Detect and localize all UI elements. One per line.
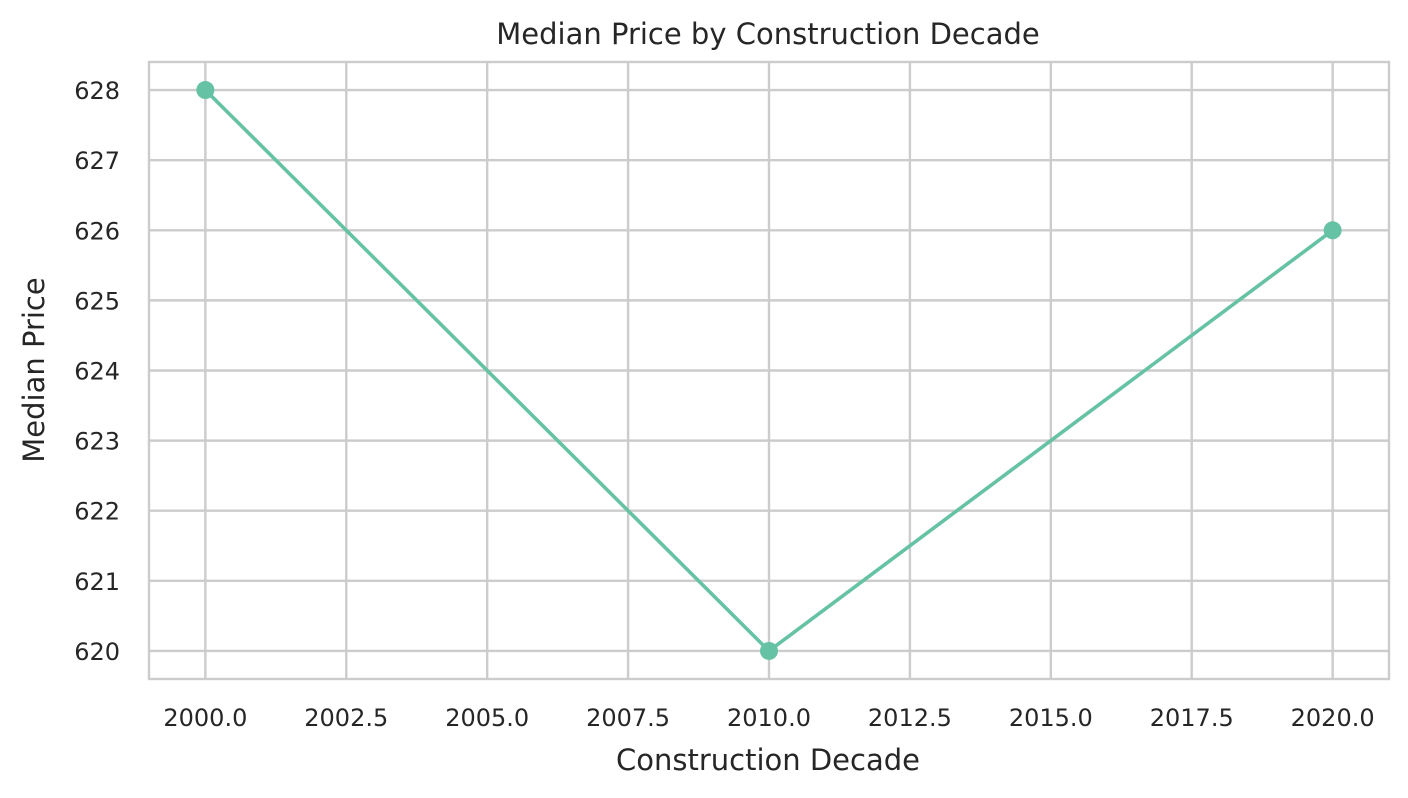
y-tick-label: 622 (74, 498, 120, 526)
y-tick-labels: 620 621 622 623 624 625 626 627 628 (74, 77, 120, 666)
y-tick-label: 627 (74, 147, 120, 175)
y-tick-label: 626 (74, 217, 120, 245)
y-tick-label: 628 (74, 77, 120, 105)
x-tick-labels: 2000.0 2002.5 2005.0 2007.5 2010.0 2012.5 2015… (163, 704, 1374, 732)
x-axis-label: Construction Decade (616, 743, 920, 777)
chart-title: Median Price by Construction Decade (496, 17, 1039, 51)
y-tick-label: 621 (74, 568, 120, 596)
x-tick-label: 2007.5 (586, 704, 670, 732)
y-axis-label: Median Price (17, 277, 51, 462)
x-tick-label: 2020.0 (1291, 704, 1375, 732)
x-tick-label: 2002.5 (304, 704, 388, 732)
y-tick-label: 620 (74, 638, 120, 666)
x-tick-label: 2005.0 (445, 704, 529, 732)
y-tick-label: 623 (74, 428, 120, 456)
data-point (1323, 221, 1342, 240)
y-tick-label: 625 (74, 287, 120, 315)
plot-area-frame (147, 60, 1391, 681)
y-tick-label: 624 (74, 358, 120, 386)
data-point (196, 81, 215, 100)
x-tick-label: 2017.5 (1150, 704, 1234, 732)
x-tick-label: 2010.0 (727, 704, 811, 732)
data-point (760, 641, 778, 660)
x-tick-label: 2000.0 (163, 704, 247, 732)
x-tick-label: 2015.0 (1009, 704, 1093, 732)
x-tick-label: 2012.5 (868, 704, 952, 732)
series-layer (196, 81, 1342, 660)
